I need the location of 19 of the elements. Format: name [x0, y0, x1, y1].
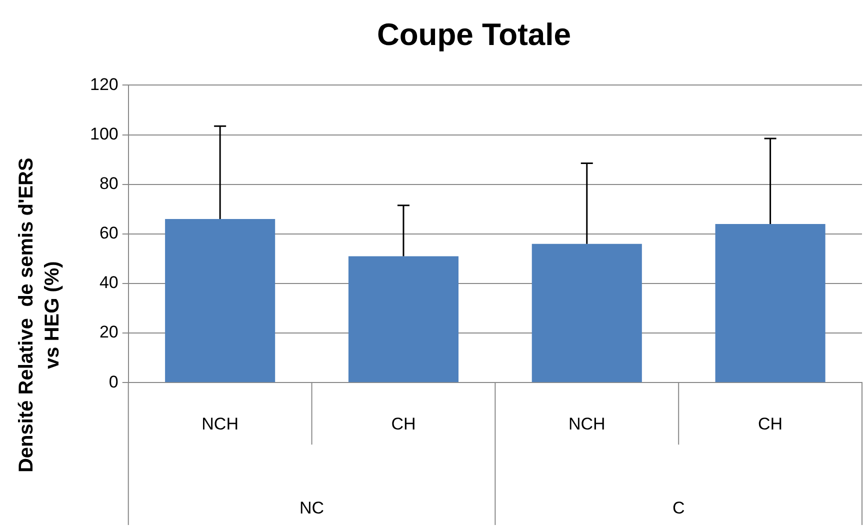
bar [348, 256, 458, 382]
text: C [672, 498, 685, 518]
bar [715, 224, 826, 382]
y-tick-label: 80 [99, 174, 118, 194]
y-tick-label: 120 [90, 74, 118, 94]
x-tick-label: CH [391, 414, 416, 434]
y-tick-label: 20 [99, 322, 118, 342]
y-tick-label: 0 [108, 372, 118, 392]
x-tick-label: NCH [202, 414, 238, 434]
y-tick-label: 60 [99, 224, 118, 243]
text: NC [299, 498, 324, 518]
y-axis-title: Densité Relative de semis d'ERS vs HEG (%) [16, 158, 64, 473]
x-tick-label: NCH [568, 414, 606, 434]
bar [165, 219, 276, 382]
x-tick-label: CH [758, 414, 783, 434]
bar [532, 244, 642, 382]
y-tick-label: 40 [99, 273, 118, 292]
chart-title: Coupe Totale [376, 17, 572, 52]
y-tick-label: 100 [90, 124, 118, 144]
